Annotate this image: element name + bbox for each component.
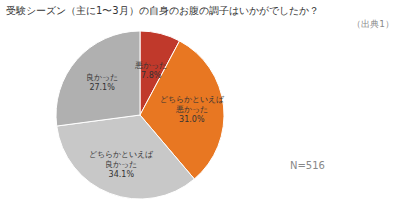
svg-text:悪かった7.8%: 悪かった7.8% bbox=[134, 61, 167, 80]
svg-text:どちらかといえば悪かった31.0%: どちらかといえば悪かった31.0% bbox=[160, 95, 225, 124]
html-text:受験シーズン（主に1〜3月）の自身のお腹の調子はいかがでした: 受験シーズン（主に1〜3月）の自身のお腹の調子はいかがでしたか？ bbox=[6, 5, 319, 16]
html-text:N=516: N=516 bbox=[290, 160, 325, 171]
html-text:（出典1）: （出典1） bbox=[352, 19, 394, 29]
svg-text:良かった27.1%: 良かった27.1% bbox=[86, 72, 118, 91]
svg-text:どちらかといえば良かった34.1%: どちらかといえば良かった34.1% bbox=[89, 149, 154, 178]
